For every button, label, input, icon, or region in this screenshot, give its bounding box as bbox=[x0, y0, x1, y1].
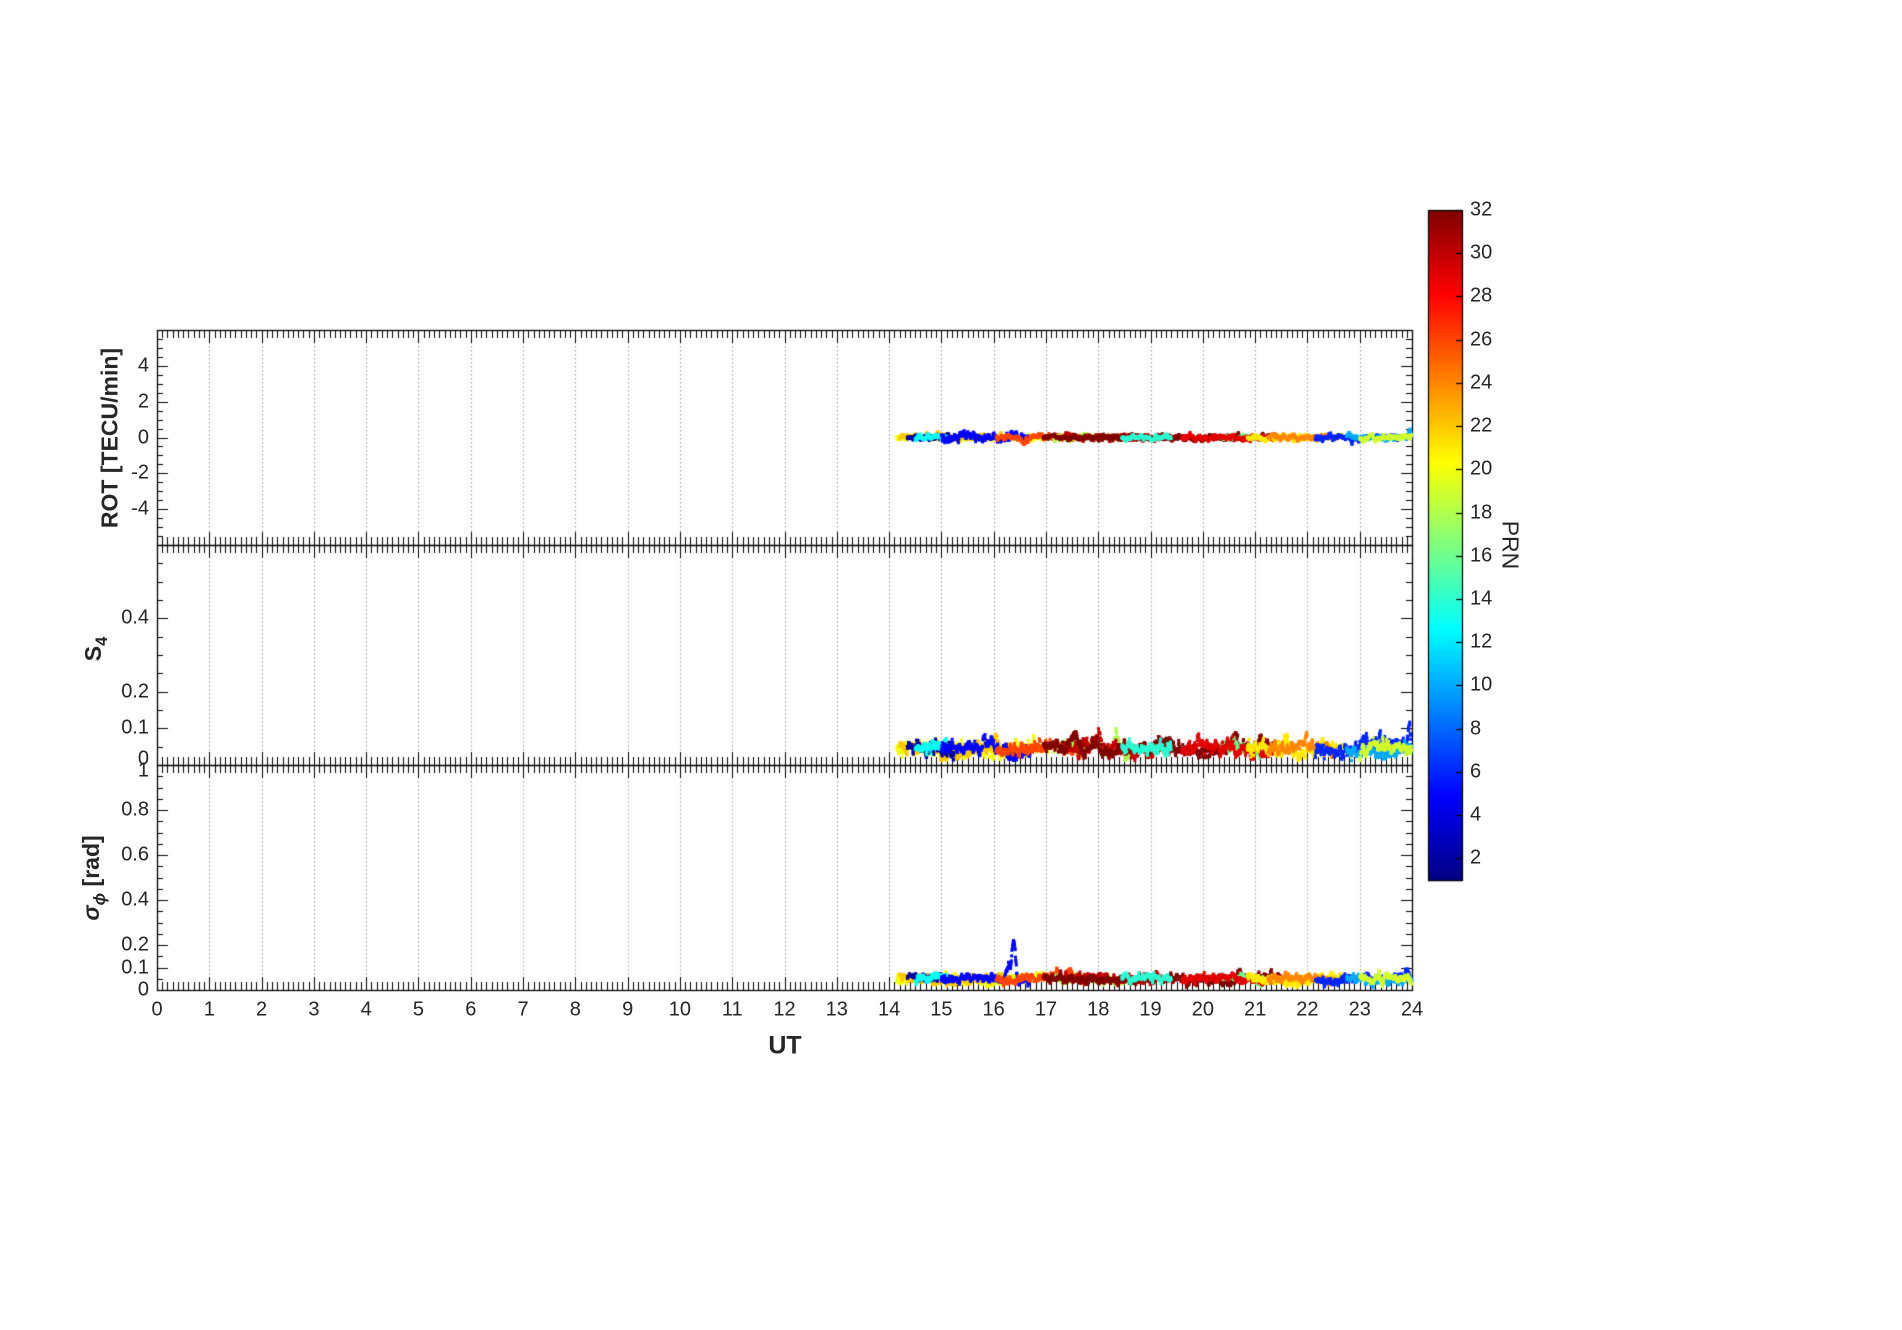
colorbar-tick-label: 8 bbox=[1470, 717, 1482, 740]
y-tick-label-sigma_phi: 1 bbox=[137, 759, 149, 782]
x-axis-label: UT bbox=[768, 1031, 802, 1060]
y-tick-label-rot: 2 bbox=[137, 390, 149, 413]
colorbar-tick-label: 18 bbox=[1470, 501, 1493, 524]
x-tick-label: 14 bbox=[877, 998, 901, 1021]
x-tick-label: 15 bbox=[930, 998, 953, 1021]
sigma-symbol: σ bbox=[78, 905, 105, 921]
colorbar-tick-label: 20 bbox=[1470, 457, 1493, 480]
x-tick-label: 19 bbox=[1139, 998, 1162, 1021]
sigma-unit: [rad] bbox=[78, 835, 105, 893]
y-tick-label-s4: 0.1 bbox=[121, 716, 149, 739]
rot-axis-label: ROT [TECU/min] bbox=[96, 347, 123, 529]
x-tick-label: 12 bbox=[773, 998, 796, 1021]
colorbar-tick-label: 28 bbox=[1470, 284, 1493, 307]
y-tick-label-s4: 0 bbox=[137, 747, 149, 770]
phi-subscript: ϕ bbox=[89, 892, 109, 906]
colorbar-tick-label: 26 bbox=[1470, 328, 1493, 351]
colorbar-tick-label: 2 bbox=[1470, 846, 1482, 869]
x-tick-label: 18 bbox=[1087, 998, 1110, 1021]
x-tick-label: 21 bbox=[1244, 998, 1267, 1021]
colorbar-tick-label: 14 bbox=[1470, 587, 1493, 610]
y-tick-label-sigma_phi: 0 bbox=[137, 978, 149, 1001]
y-tick-label-s4: 0.2 bbox=[121, 680, 149, 703]
x-tick-label: 17 bbox=[1034, 998, 1058, 1021]
x-tick-label: 20 bbox=[1191, 998, 1214, 1021]
colorbar-label: PRN bbox=[1497, 520, 1524, 570]
s4-axis-label: S4 bbox=[80, 637, 112, 662]
y-tick-label-rot: 0 bbox=[137, 426, 149, 448]
x-tick-label: 4 bbox=[360, 998, 372, 1021]
y-tick-label-sigma_phi: 0.8 bbox=[121, 798, 149, 821]
x-tick-label: 2 bbox=[256, 998, 268, 1021]
x-tick-label: 10 bbox=[668, 998, 692, 1021]
y-tick-label-sigma_phi: 0.1 bbox=[121, 956, 149, 978]
x-tick-label: 7 bbox=[517, 998, 529, 1021]
x-tick-label: 1 bbox=[203, 998, 215, 1021]
x-tick-label: 16 bbox=[982, 998, 1005, 1021]
sigma-phi-axis-label: σϕ [rad] bbox=[78, 835, 110, 920]
s4-subscript: 4 bbox=[91, 636, 111, 646]
y-tick-label-sigma_phi: 0.4 bbox=[121, 888, 149, 911]
x-tick-label: 0 bbox=[151, 998, 163, 1021]
x-tick-label: 6 bbox=[465, 998, 477, 1021]
x-tick-label: 24 bbox=[1400, 998, 1424, 1021]
colorbar-tick-label: 32 bbox=[1470, 198, 1493, 221]
colorbar-tick-label: 30 bbox=[1470, 241, 1493, 264]
x-tick-label: 11 bbox=[721, 998, 743, 1021]
x-tick-label: 13 bbox=[825, 998, 848, 1021]
x-tick-label: 5 bbox=[412, 998, 425, 1021]
x-tick-label: 9 bbox=[622, 998, 634, 1021]
y-tick-label-rot: -4 bbox=[131, 497, 149, 520]
y-tick-label-rot: 4 bbox=[137, 354, 149, 377]
x-tick-label: 3 bbox=[308, 998, 320, 1021]
colorbar-tick-label: 12 bbox=[1470, 630, 1493, 653]
y-tick-label-rot: -2 bbox=[131, 461, 149, 484]
x-tick-label: 22 bbox=[1296, 998, 1319, 1021]
colorbar-tick-label: 22 bbox=[1470, 414, 1493, 437]
y-tick-label-sigma_phi: 0.2 bbox=[121, 933, 149, 956]
y-tick-label-sigma_phi: 0.6 bbox=[121, 843, 149, 866]
colorbar-tick-label: 4 bbox=[1470, 803, 1482, 826]
x-tick-label: 23 bbox=[1348, 998, 1371, 1021]
x-tick-label: 8 bbox=[569, 998, 581, 1021]
colorbar-tick-label: 16 bbox=[1470, 544, 1493, 567]
colorbar-tick-label: 24 bbox=[1470, 371, 1493, 394]
y-tick-label-s4: 0.4 bbox=[121, 606, 149, 629]
s4-symbol: S bbox=[80, 645, 107, 662]
colorbar-tick-label: 10 bbox=[1470, 673, 1493, 696]
colorbar-tick-label: 6 bbox=[1470, 760, 1482, 783]
